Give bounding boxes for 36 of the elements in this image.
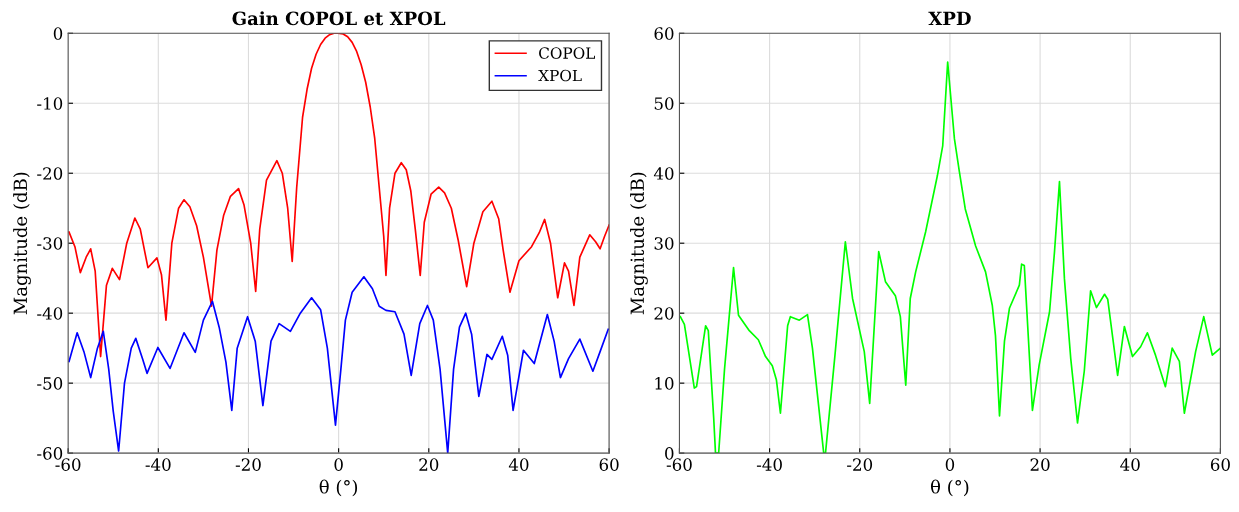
y-tick-label: -50 bbox=[37, 377, 63, 390]
y-tick-label: 0 bbox=[53, 27, 63, 40]
y-axis-title: Magnitude (dB) bbox=[630, 172, 648, 315]
y-tick-label: 40 bbox=[653, 167, 674, 180]
y-tick-label: 30 bbox=[654, 237, 674, 250]
chart-title: Gain COPOL et XPOL bbox=[232, 11, 446, 26]
y-tick-label: 10 bbox=[655, 377, 674, 390]
y-tick-label: -40 bbox=[37, 307, 63, 320]
y-axis-title: Magnitude (dB) bbox=[13, 172, 31, 315]
legend-label: XPOL bbox=[538, 69, 582, 82]
x-tick-label: 40 bbox=[1120, 458, 1140, 471]
y-tick-label: -60 bbox=[37, 447, 63, 460]
y-tick-label: 50 bbox=[654, 97, 674, 110]
x-axis-title: θ (°) bbox=[930, 479, 969, 497]
x-tick-label: -20 bbox=[235, 458, 261, 471]
y-tick-label: 60 bbox=[654, 27, 674, 40]
chart-title: XPD bbox=[928, 11, 971, 25]
x-tick-label: 20 bbox=[1030, 458, 1050, 471]
x-tick-label: -60 bbox=[55, 458, 81, 471]
x-tick-label: 0 bbox=[945, 458, 955, 471]
x-tick-label: 60 bbox=[1210, 458, 1230, 471]
x-tick-label: 0 bbox=[334, 458, 343, 471]
x-tick-label: 40 bbox=[508, 458, 529, 471]
x-tick-label: 20 bbox=[419, 458, 439, 471]
y-tick-label: -30 bbox=[37, 237, 63, 250]
y-tick-label: -10 bbox=[37, 97, 63, 110]
x-tick-label: 60 bbox=[599, 458, 619, 471]
x-tick-label: -20 bbox=[847, 458, 873, 471]
x-tick-label: -40 bbox=[756, 458, 782, 471]
y-tick-label: 0 bbox=[665, 447, 674, 460]
x-axis-title: θ (°) bbox=[319, 479, 358, 497]
y-tick-label: -20 bbox=[37, 167, 63, 180]
x-tick-label: -60 bbox=[666, 458, 692, 471]
x-tick-label: -40 bbox=[145, 458, 171, 471]
y-tick-label: 20 bbox=[654, 307, 674, 320]
legend-label: COPOL bbox=[539, 47, 595, 59]
